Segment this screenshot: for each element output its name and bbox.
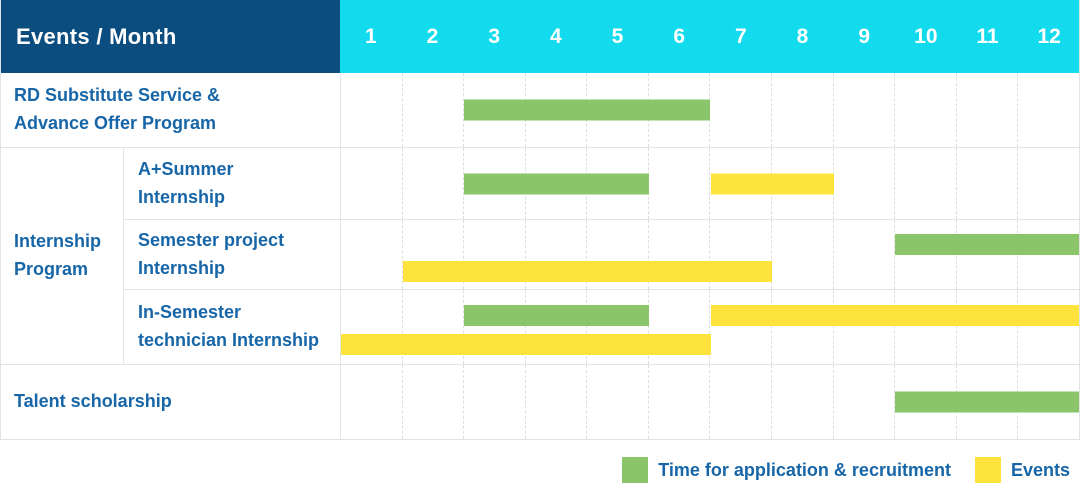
month-gridline-cell (834, 290, 896, 364)
timeline-bar-green (895, 391, 1080, 413)
month-gridline-cell (464, 365, 526, 439)
month-gridline-cell (464, 290, 526, 364)
month-gridline-cell (895, 73, 957, 147)
month-gridline-cell (649, 290, 711, 364)
month-gridline-cell (649, 365, 711, 439)
month-label: 9 (858, 24, 870, 48)
month-label: 5 (611, 24, 624, 48)
legend-item-events: Events (974, 457, 1070, 483)
legend-swatch-green (622, 457, 649, 483)
month-gridline-cell (403, 365, 465, 439)
table-header-events-month: Events / Month (0, 0, 340, 73)
month-gridline-cell (464, 220, 526, 289)
month-label: 3 (488, 24, 500, 48)
timeline-row-talent-scholarship (340, 365, 1080, 440)
month-gridline-cell (834, 365, 896, 439)
timeline-bar-green (895, 233, 1080, 255)
month-gridline-cell (957, 290, 1019, 364)
table-header-label: Events / Month (16, 23, 177, 49)
month-gridline-cell (834, 73, 896, 147)
month-label: 1 (364, 24, 377, 48)
month-gridline-cell (710, 220, 773, 289)
month-gridline-cell (403, 290, 465, 364)
month-gridline-cell (403, 148, 465, 219)
month-gridline-cell (587, 220, 649, 289)
row-label-semester-project-internship: Semester project Internship (124, 220, 340, 290)
month-gridline-cell (649, 220, 711, 289)
month-gridline-cell (957, 73, 1019, 147)
month-gridline-cell (526, 220, 588, 289)
group-label-internship-program: Internship Program (0, 148, 124, 365)
month-gridline-cell (341, 220, 403, 289)
row-label-rd-substitute-service: RD Substitute Service & Advance Offer Pr… (0, 73, 340, 148)
month-gridline-cell (957, 148, 1019, 219)
timeline-bar-green (464, 99, 711, 121)
timeline-row-a-plus-summer-internship (340, 148, 1080, 220)
month-gridline-cell (341, 290, 403, 364)
row-label-in-semester-technician-internship: In-Semester technician Internship (124, 290, 340, 365)
month-label: 2 (426, 24, 439, 48)
month-gridline-cell (772, 365, 834, 439)
timeline-bar-yellow (402, 260, 773, 282)
legend-item-application-recruitment: Time for application & recruitment (622, 457, 951, 483)
month-gridline-cell (341, 73, 403, 147)
month-gridline-cell (1018, 290, 1080, 364)
legend-swatch-yellow (974, 457, 1001, 483)
row-label-a-plus-summer-internship: A+Summer Internship (124, 148, 340, 220)
month-gridline-cell (341, 365, 403, 439)
month-gridline-cell (772, 220, 834, 289)
legend: Time for application & recruitment Event… (0, 453, 1070, 487)
month-gridline-cell (526, 290, 588, 364)
month-gridline-cell (834, 220, 896, 289)
timeline-row-in-semester-technician-internship (340, 290, 1080, 365)
month-label: 10 (914, 24, 938, 48)
month-gridline-cell (895, 148, 957, 219)
timeline-row-semester-project-internship (340, 220, 1080, 290)
month-label: 6 (673, 24, 685, 48)
timeline-bar-yellow (710, 304, 1080, 326)
month-gridline-cell (772, 290, 834, 364)
legend-label-application-recruitment: Time for application & recruitment (658, 459, 951, 480)
month-gridline-cell (1018, 148, 1080, 219)
month-gridline-cell (403, 73, 465, 147)
month-gridline-cell (834, 148, 896, 219)
month-gridline-cell (710, 365, 773, 439)
month-gridline-cell (710, 73, 773, 147)
timeline-bar-green (464, 304, 649, 326)
month-label: 7 (734, 24, 747, 48)
timeline-bar-green (464, 173, 649, 194)
month-gridline-cell (587, 365, 649, 439)
month-label: 12 (1037, 24, 1061, 48)
month-gridline-cell (403, 220, 465, 289)
month-gridline-cell (341, 148, 403, 219)
events-month-gantt-table: Events / Month 1 2 3 4 5 6 7 8 9 10 11 12 RD Substi… (0, 0, 1080, 440)
timeline-row-rd-substitute-service (340, 73, 1080, 148)
month-gridline-cell (772, 73, 834, 147)
month-label: 4 (549, 24, 562, 48)
timeline-bar-yellow (710, 173, 834, 194)
legend-label-events: Events (1010, 459, 1070, 480)
month-label: 11 (976, 24, 999, 48)
month-gridline-cell (1018, 73, 1080, 147)
row-label-talent-scholarship: Talent scholarship (0, 365, 340, 440)
month-header-row: 1 2 3 4 5 6 7 8 9 10 11 12 (340, 0, 1080, 73)
month-gridline-cell (710, 290, 773, 364)
month-gridline-cell (587, 290, 649, 364)
month-gridline-cell (895, 290, 957, 364)
month-gridline-cell (649, 148, 711, 219)
month-gridline-cell (526, 365, 588, 439)
month-label: 8 (796, 24, 809, 48)
timeline-bar-yellow (341, 333, 711, 355)
